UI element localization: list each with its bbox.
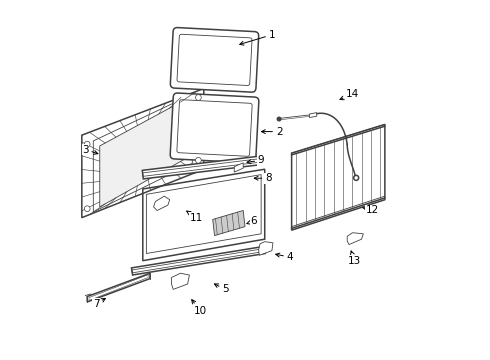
FancyBboxPatch shape: [177, 34, 252, 85]
Text: 14: 14: [340, 89, 359, 100]
Polygon shape: [93, 94, 192, 212]
FancyBboxPatch shape: [177, 100, 252, 156]
Text: 4: 4: [276, 252, 293, 262]
Circle shape: [84, 141, 90, 147]
Polygon shape: [131, 246, 265, 275]
Circle shape: [196, 95, 201, 100]
FancyBboxPatch shape: [170, 93, 259, 163]
Circle shape: [277, 117, 281, 121]
Polygon shape: [292, 125, 385, 230]
Text: 2: 2: [262, 127, 282, 136]
Circle shape: [84, 206, 90, 212]
Polygon shape: [347, 233, 364, 244]
Polygon shape: [87, 273, 150, 302]
FancyBboxPatch shape: [171, 28, 259, 92]
Text: 12: 12: [363, 206, 379, 216]
Circle shape: [354, 175, 359, 180]
Text: 9: 9: [247, 155, 265, 165]
Text: 7: 7: [93, 298, 105, 309]
Polygon shape: [100, 99, 186, 207]
Circle shape: [196, 157, 201, 163]
Polygon shape: [310, 113, 317, 118]
Polygon shape: [142, 156, 262, 179]
Text: 6: 6: [247, 216, 257, 226]
Polygon shape: [234, 163, 243, 172]
Polygon shape: [213, 211, 245, 235]
Text: 3: 3: [82, 144, 98, 154]
Polygon shape: [259, 242, 273, 255]
Polygon shape: [82, 89, 204, 218]
Text: 8: 8: [254, 173, 271, 183]
Text: 1: 1: [240, 30, 275, 45]
Text: 10: 10: [192, 300, 207, 316]
Polygon shape: [153, 196, 170, 211]
Text: 13: 13: [348, 251, 361, 266]
Text: 5: 5: [215, 284, 229, 294]
Polygon shape: [172, 273, 190, 289]
Text: 11: 11: [187, 211, 203, 222]
